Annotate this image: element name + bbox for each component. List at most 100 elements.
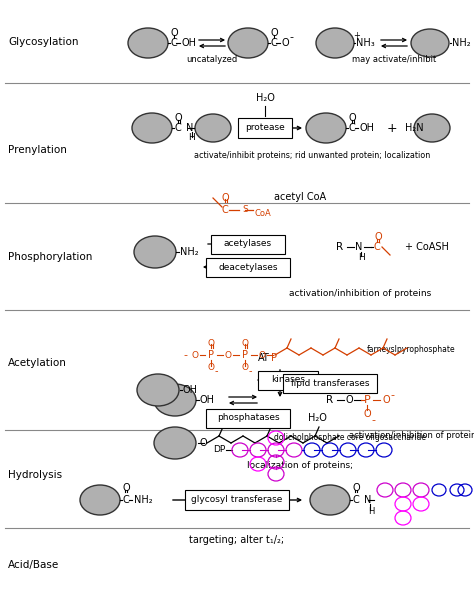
Text: uncatalyzed: uncatalyzed <box>186 55 237 63</box>
Text: O: O <box>170 28 178 38</box>
Text: OH: OH <box>183 385 198 395</box>
FancyBboxPatch shape <box>211 235 285 254</box>
Ellipse shape <box>80 485 120 515</box>
Text: CoA: CoA <box>255 209 272 217</box>
Text: activation/inhibition of proteins: activation/inhibition of proteins <box>349 430 474 440</box>
Text: dolicholphosphate core oligosaccharide: dolicholphosphate core oligosaccharide <box>274 433 426 443</box>
Text: Hydrolysis: Hydrolysis <box>8 470 62 480</box>
Ellipse shape <box>128 28 168 58</box>
Text: C: C <box>353 495 359 505</box>
Text: O: O <box>221 193 229 203</box>
Text: -: - <box>390 390 394 400</box>
Text: Acetylation: Acetylation <box>8 359 67 368</box>
Ellipse shape <box>195 114 231 142</box>
FancyBboxPatch shape <box>206 257 290 276</box>
Text: O: O <box>364 383 372 393</box>
Text: C: C <box>123 495 129 505</box>
Text: AT: AT <box>258 353 270 363</box>
Text: C: C <box>174 123 182 133</box>
Text: O: O <box>383 395 391 405</box>
Text: O: O <box>282 38 290 48</box>
Text: + CoASH: + CoASH <box>405 242 449 252</box>
Text: P: P <box>271 353 277 363</box>
Text: -: - <box>183 350 187 360</box>
Ellipse shape <box>154 427 196 459</box>
FancyBboxPatch shape <box>283 373 377 392</box>
Text: glycosyl transferase: glycosyl transferase <box>191 495 283 505</box>
Ellipse shape <box>316 28 354 58</box>
FancyBboxPatch shape <box>206 408 290 427</box>
Text: kinases: kinases <box>271 376 305 384</box>
Text: R: R <box>337 242 344 252</box>
Text: O: O <box>174 113 182 123</box>
Text: +: + <box>354 31 360 41</box>
Text: OH: OH <box>182 38 197 48</box>
Text: NH₂: NH₂ <box>134 495 153 505</box>
Ellipse shape <box>134 236 176 268</box>
Text: protease: protease <box>245 123 285 133</box>
Text: O: O <box>200 438 208 448</box>
Text: C: C <box>348 123 356 133</box>
Text: activate/inhibit proteins; rid unwanted protein; localization: activate/inhibit proteins; rid unwanted … <box>194 152 430 160</box>
Text: acetylases: acetylases <box>224 239 272 249</box>
Text: C: C <box>374 242 380 252</box>
Text: P: P <box>364 395 370 405</box>
Text: acetyl CoA: acetyl CoA <box>274 192 326 202</box>
Text: NH₂: NH₂ <box>180 247 199 257</box>
Ellipse shape <box>132 113 172 143</box>
Text: +: + <box>387 122 397 134</box>
Text: Glycosylation: Glycosylation <box>8 37 79 47</box>
Text: O: O <box>208 362 215 371</box>
Text: O: O <box>352 483 360 493</box>
Ellipse shape <box>306 113 346 143</box>
FancyBboxPatch shape <box>238 118 292 138</box>
Ellipse shape <box>414 114 450 142</box>
Ellipse shape <box>411 29 449 57</box>
Text: DP: DP <box>213 446 225 454</box>
Text: S: S <box>242 206 248 214</box>
Text: Phosphorylation: Phosphorylation <box>8 252 92 262</box>
Text: O: O <box>122 483 130 493</box>
Text: H₂O: H₂O <box>308 413 327 423</box>
Ellipse shape <box>310 485 350 515</box>
Text: H: H <box>189 133 195 142</box>
Text: farneyslpyrophosphate: farneyslpyrophosphate <box>366 346 455 354</box>
Ellipse shape <box>154 384 196 416</box>
Text: O: O <box>258 351 265 360</box>
Text: targeting; alter t₁/₂;: targeting; alter t₁/₂; <box>190 535 284 545</box>
Text: C: C <box>222 205 228 215</box>
Text: O: O <box>208 338 215 348</box>
Text: O: O <box>374 232 382 242</box>
Text: N: N <box>356 242 363 252</box>
Text: Prenylation: Prenylation <box>8 146 67 155</box>
Text: -: - <box>214 366 218 376</box>
Text: H: H <box>359 254 365 263</box>
Text: O: O <box>348 113 356 123</box>
Text: -: - <box>248 366 252 376</box>
Text: OH: OH <box>200 395 215 405</box>
Text: -: - <box>371 415 375 425</box>
Text: O: O <box>270 28 278 38</box>
Text: P: P <box>208 350 214 360</box>
Text: activation/inhibition of proteins: activation/inhibition of proteins <box>289 289 431 298</box>
Text: O: O <box>363 409 371 419</box>
Text: H: H <box>368 507 374 516</box>
Text: P: P <box>242 350 248 360</box>
Text: O: O <box>225 351 231 360</box>
Text: NH₂: NH₂ <box>452 38 471 48</box>
Ellipse shape <box>228 28 268 58</box>
Text: H₂N: H₂N <box>405 123 424 133</box>
Text: O: O <box>241 362 248 371</box>
Text: N: N <box>186 123 193 133</box>
Text: Acid/Base: Acid/Base <box>8 560 59 570</box>
Ellipse shape <box>137 374 179 406</box>
Text: O: O <box>241 338 248 348</box>
Text: OH: OH <box>360 123 375 133</box>
FancyBboxPatch shape <box>258 370 318 389</box>
Text: C: C <box>271 38 277 48</box>
Text: R: R <box>327 395 334 405</box>
Text: O: O <box>345 395 353 405</box>
Text: may activate/inhibit: may activate/inhibit <box>352 55 436 63</box>
Text: phosphatases: phosphatases <box>217 413 279 422</box>
Text: N: N <box>364 495 371 505</box>
